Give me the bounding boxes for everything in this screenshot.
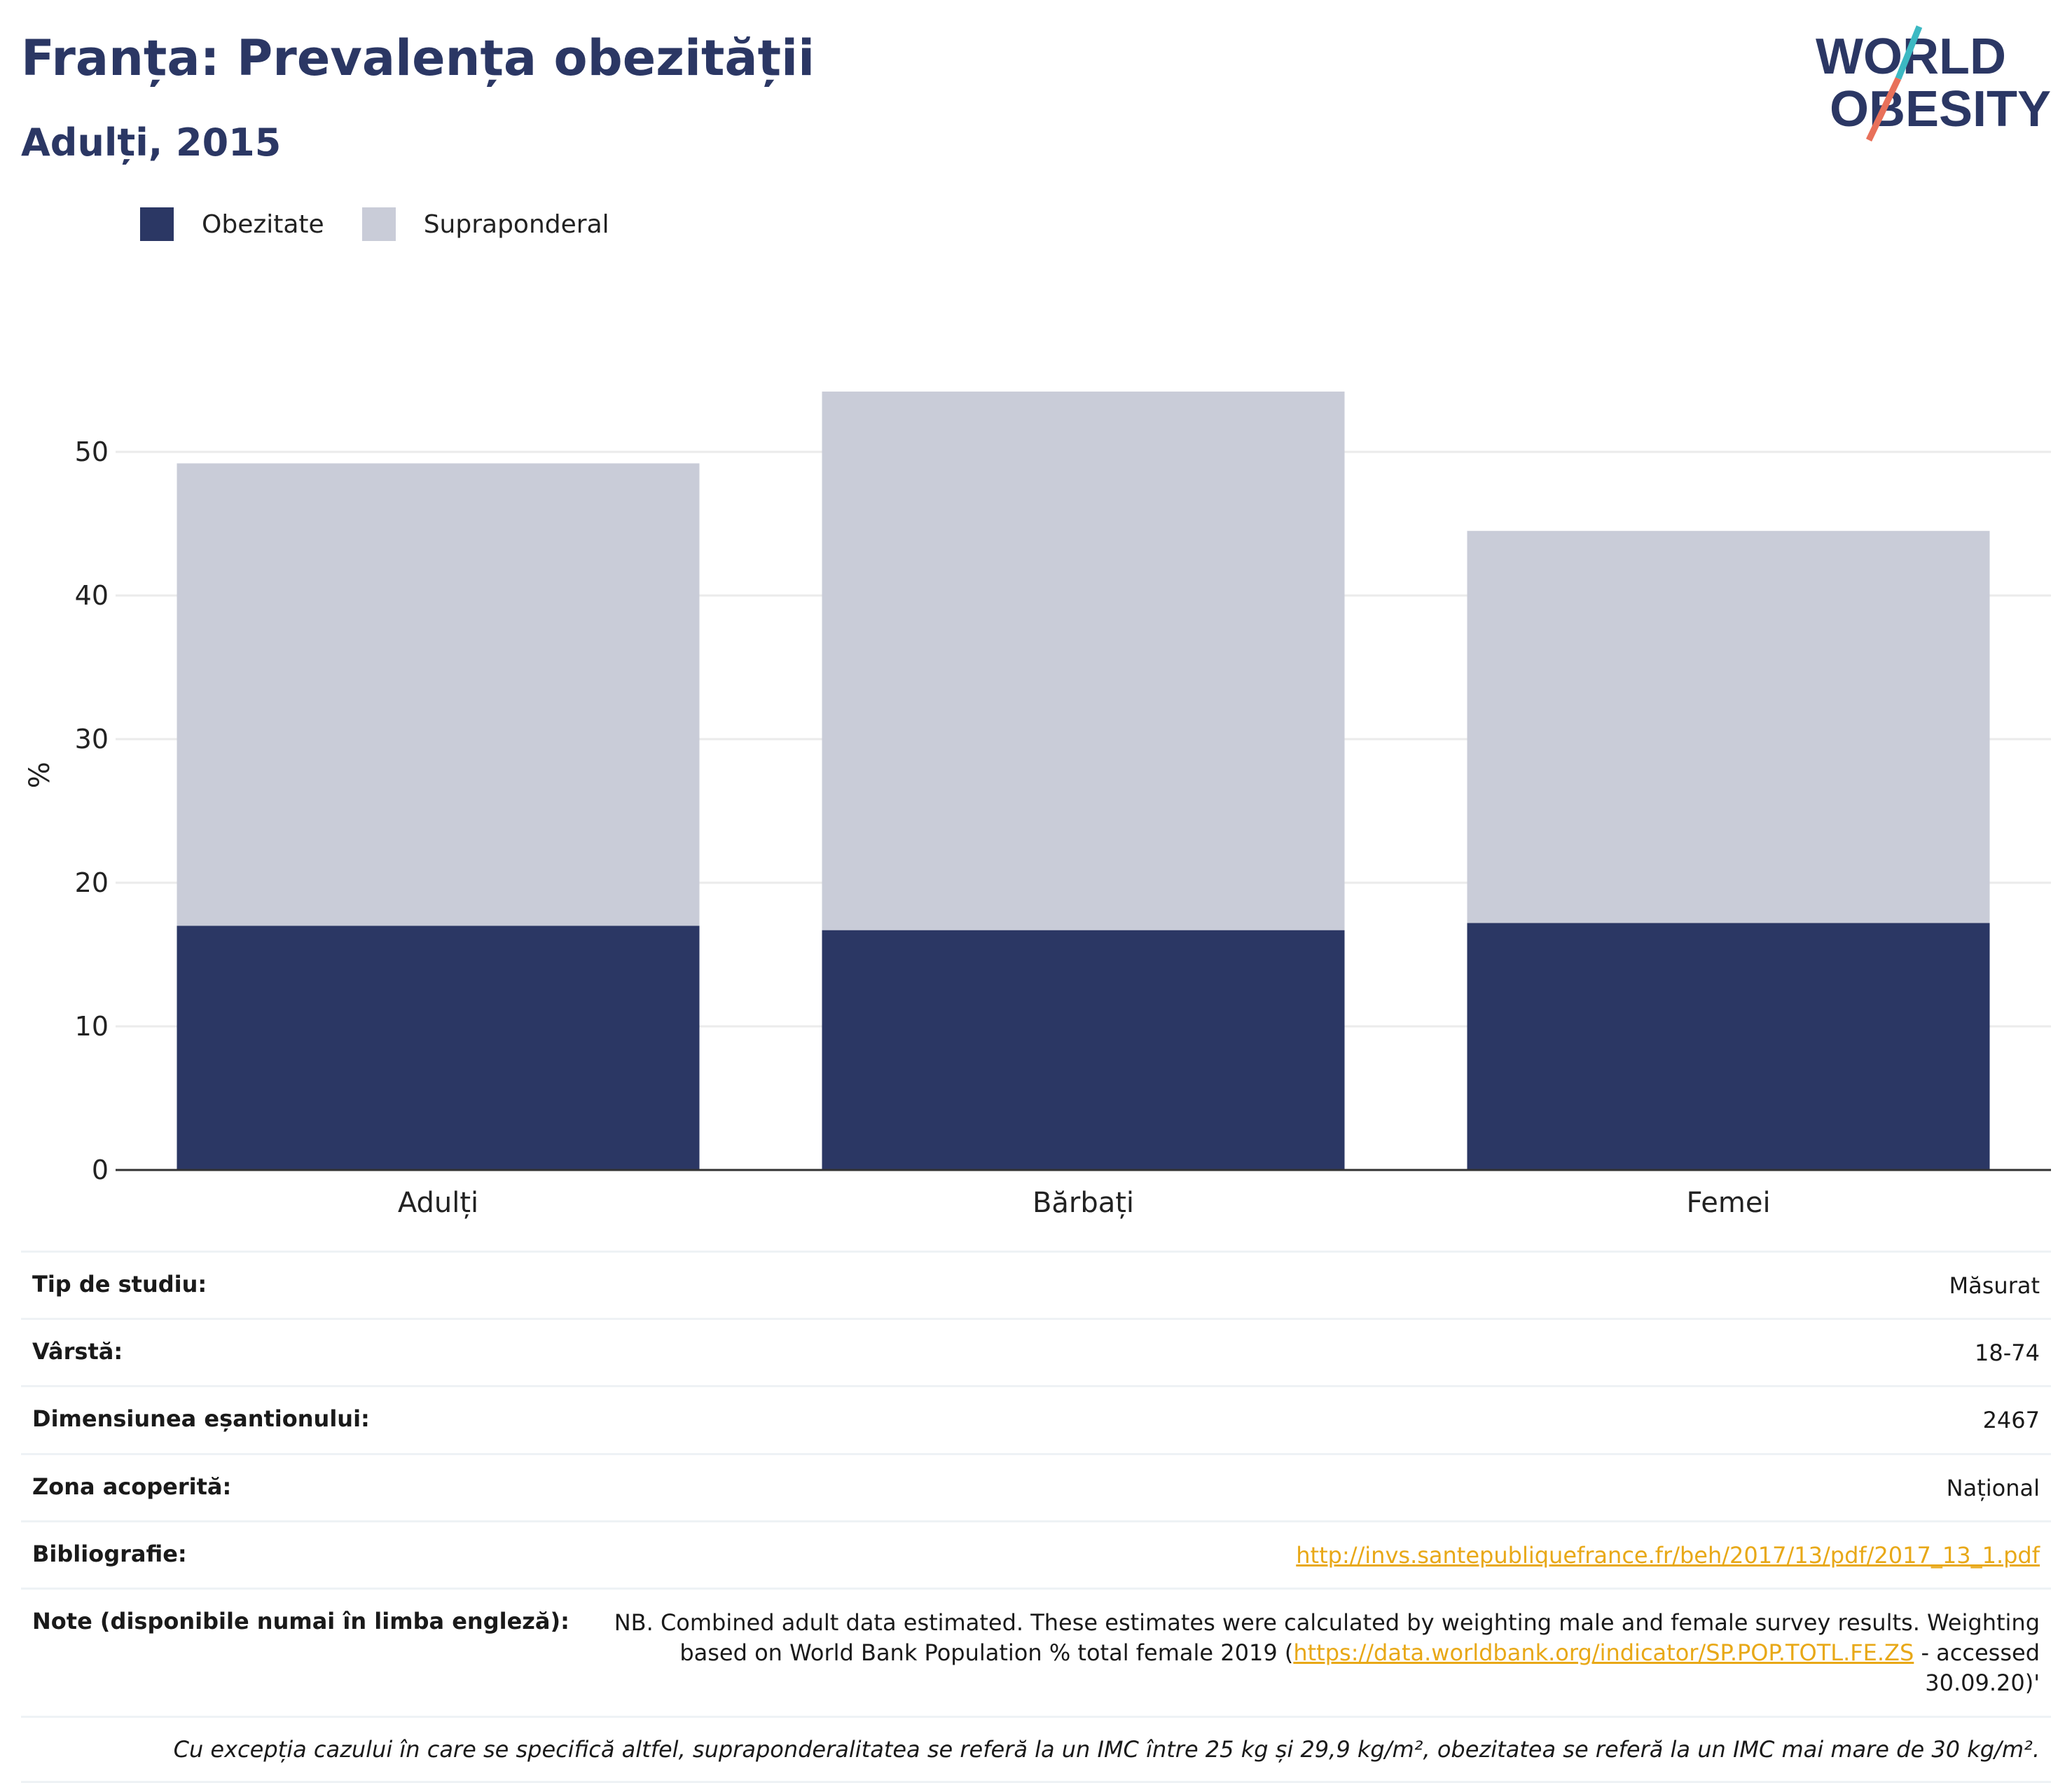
meta-row-sample-size: Dimensiunea eșantionului: 2467	[21, 1385, 2051, 1452]
bar-overweight	[177, 463, 700, 926]
meta-value: 18-74	[1975, 1340, 2040, 1367]
metadata-table: Tip de studiu: Măsurat Vârstă: 18-74 Dim…	[21, 1251, 2051, 1783]
notes-text-part1: NB. Combined adult data estimated. These…	[614, 1609, 2040, 1667]
x-tick-label: Adulți	[398, 1187, 478, 1219]
legend-label-overweight: Supraponderal	[423, 209, 609, 239]
svg-text:WORLD: WORLD	[1816, 29, 2006, 85]
x-tick-label: Bărbați	[1032, 1187, 1134, 1219]
meta-row-age: Vârstă: 18-74	[21, 1318, 2051, 1385]
y-tick-label: 20	[75, 867, 109, 898]
meta-row-bibliography: Bibliografie: http://invs.santepubliquef…	[21, 1520, 2051, 1588]
meta-row-study-type: Tip de studiu: Măsurat	[21, 1251, 2051, 1318]
bar-overweight	[822, 391, 1345, 930]
chart-legend: Obezitate Supraponderal	[140, 207, 647, 241]
notes-text: NB. Combined adult data estimated. These…	[569, 1608, 2040, 1699]
world-obesity-logo: WORLD OBESITY	[1816, 25, 2051, 142]
definition-footnote: Cu excepția cazului în care se specifică…	[21, 1715, 2051, 1783]
legend-swatch-overweight	[361, 207, 396, 241]
bar-obesity	[822, 930, 1345, 1170]
svg-text:OBESITY: OBESITY	[1830, 81, 2051, 137]
legend-item-overweight: Supraponderal	[361, 207, 609, 241]
x-tick-label: Femei	[1686, 1187, 1770, 1219]
y-tick-label: 10	[75, 1011, 109, 1042]
legend-item-obesity: Obezitate	[140, 207, 324, 241]
meta-value: 2467	[1982, 1407, 2040, 1434]
legend-swatch-obesity	[140, 207, 174, 241]
meta-value: Național	[1946, 1474, 2040, 1501]
page-title: Franța: Prevalența obezității	[21, 29, 815, 87]
y-axis-label: %	[24, 762, 56, 788]
meta-row-notes: Note (disponibile numai în limba engleză…	[21, 1587, 2051, 1716]
y-tick-label: 0	[92, 1155, 109, 1185]
meta-row-area: Zona acoperită: Național	[21, 1452, 2051, 1520]
meta-label: Bibliografie:	[32, 1540, 187, 1567]
bar-overweight	[1467, 530, 1990, 923]
notes-link[interactable]: https://data.worldbank.org/indicator/SP.…	[1293, 1639, 1914, 1667]
legend-label-obesity: Obezitate	[202, 209, 324, 239]
y-tick-label: 50	[75, 436, 109, 467]
meta-label: Vârstă:	[32, 1338, 123, 1365]
bibliography-link[interactable]: http://invs.santepubliquefrance.fr/beh/2…	[1296, 1541, 2040, 1569]
bar-obesity	[177, 925, 700, 1170]
meta-label: Zona acoperită:	[32, 1473, 232, 1500]
notes-text-part2: - accessed 30.09.20)'	[1914, 1639, 2040, 1697]
y-tick-label: 40	[75, 580, 109, 611]
bar-chart: 0 10 20 30 40 50% Adulți Bărbați Femei	[24, 391, 2051, 1219]
y-tick-label: 30	[75, 724, 109, 755]
meta-value: Măsurat	[1949, 1272, 2040, 1299]
bar-obesity	[1467, 923, 1990, 1170]
meta-label: Tip de studiu:	[32, 1271, 207, 1297]
meta-label: Note (disponibile numai în limba engleză…	[32, 1607, 569, 1634]
page-subtitle: Adulți, 2015	[21, 121, 282, 165]
meta-label: Dimensiunea eșantionului:	[32, 1405, 370, 1433]
